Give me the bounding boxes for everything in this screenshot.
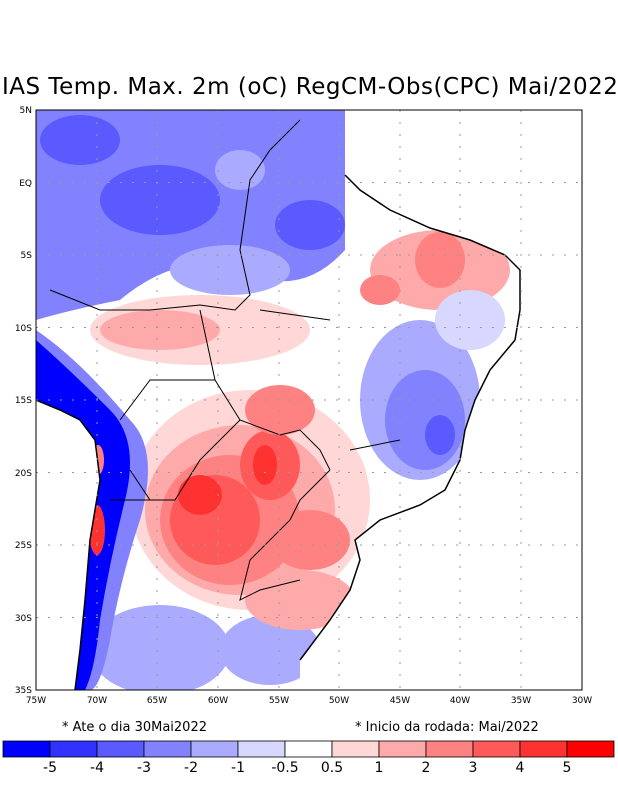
- note-run-start: * Inicio da rodada: Mai/2022: [355, 720, 539, 735]
- gridlines: [36, 110, 582, 690]
- lon-label: 55W: [269, 696, 289, 706]
- lat-label: 35S: [15, 686, 32, 696]
- lat-label: EQ: [19, 179, 32, 189]
- colorbar-swatch: [425, 740, 474, 758]
- colorbar-label: -3: [137, 760, 151, 776]
- colorbar-label: -5: [43, 760, 57, 776]
- colorbar-swatch: [378, 740, 427, 758]
- lon-label: 70W: [87, 696, 107, 706]
- colorbar-swatch: [96, 740, 145, 758]
- lon-label: 60W: [208, 696, 228, 706]
- lat-label: 10S: [15, 324, 32, 334]
- colorbar-swatch: [331, 740, 380, 758]
- lat-label: 30S: [15, 614, 32, 624]
- colorbar-label: 0.5: [320, 760, 344, 776]
- colorbar-swatch: [566, 740, 615, 758]
- colorbar: [2, 740, 615, 758]
- colorbar-label: -2: [184, 760, 198, 776]
- colorbar-label: -0.5: [271, 760, 299, 776]
- anomaly-field: [36, 110, 582, 690]
- map-frame: [35, 109, 583, 691]
- colorbar-label: 2: [421, 760, 431, 776]
- coastline-west: [36, 399, 101, 690]
- colorbar-swatch: [190, 740, 239, 758]
- lon-axis: 75W 70W 65W 60W 55W 50W 45W 40W 35W 30W: [26, 696, 592, 706]
- colorbar-label: 1: [374, 760, 384, 776]
- lon-label: 30W: [572, 696, 592, 706]
- lon-label: 50W: [329, 696, 349, 706]
- colorbar-label: 3: [468, 760, 478, 776]
- lat-label: 5S: [21, 251, 33, 261]
- lat-axis: 5N EQ 5S 10S 15S 20S 25S 30S 35S: [15, 106, 32, 696]
- coastline-east: [299, 174, 521, 661]
- colorbar-swatch: [49, 740, 98, 758]
- colorbar-swatch: [519, 740, 568, 758]
- colorbar-swatch: [237, 740, 286, 758]
- lat-label: 15S: [15, 396, 32, 406]
- lat-label: 20S: [15, 469, 32, 479]
- country-borders: [49, 119, 401, 601]
- colorbar-swatch: [472, 740, 521, 758]
- lat-label: 25S: [15, 541, 32, 551]
- lat-label: 5N: [20, 106, 32, 116]
- lon-label: 65W: [147, 696, 167, 706]
- lon-label: 45W: [390, 696, 410, 706]
- note-valid-date: * Ate o dia 30Mai2022: [62, 720, 207, 735]
- colorbar-label: -1: [231, 760, 245, 776]
- lon-label: 35W: [511, 696, 531, 706]
- colorbar-swatch: [2, 740, 51, 758]
- colorbar-label: 4: [515, 760, 525, 776]
- lon-label: 75W: [26, 696, 46, 706]
- colorbar-label: 5: [562, 760, 572, 776]
- colorbar-swatch: [143, 740, 192, 758]
- atlantic-ocean: [300, 110, 582, 690]
- colorbar-swatch: [284, 740, 333, 758]
- map-title: IAS Temp. Max. 2m (oC) RegCM-Obs(CPC) Ma…: [2, 74, 618, 100]
- colorbar-label: -4: [90, 760, 104, 776]
- lon-label: 40W: [450, 696, 470, 706]
